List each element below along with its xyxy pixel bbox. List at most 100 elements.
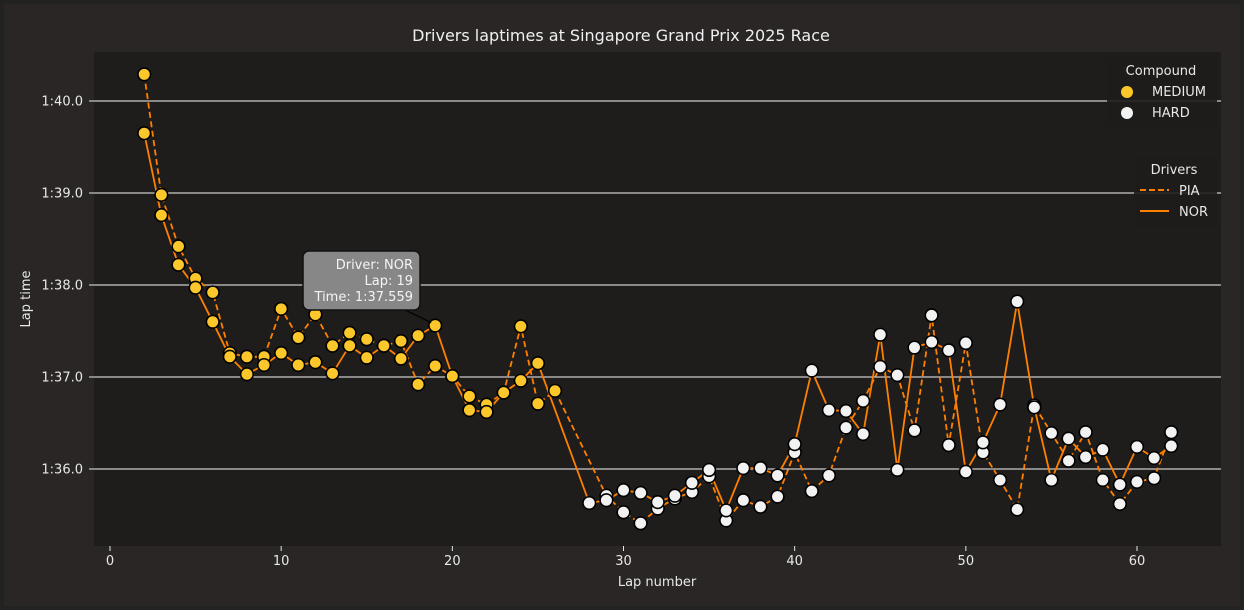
point-nor	[924, 334, 939, 350]
point-nor	[650, 495, 665, 510]
point-pia	[1164, 425, 1179, 440]
point-nor	[1112, 477, 1127, 492]
tooltip-pointer	[404, 309, 432, 324]
point-nor	[719, 503, 734, 518]
point-pia	[753, 499, 768, 514]
point-nor	[513, 373, 528, 388]
tooltip-driver: Driver: NOR	[336, 258, 413, 273]
point-pia	[513, 319, 528, 334]
x-tick-label: 40	[786, 554, 803, 569]
point-pia	[1147, 471, 1162, 486]
point-nor	[188, 280, 203, 295]
y-tick-label: 1:39.0	[41, 187, 83, 202]
tooltip-lap: Lap: 19	[364, 274, 413, 289]
point-nor	[1129, 439, 1145, 455]
point-pia	[890, 368, 905, 383]
y-tick-label: 1:40.0	[41, 95, 83, 110]
point-pia	[616, 505, 631, 520]
point-nor	[958, 464, 973, 479]
point-nor	[222, 349, 237, 364]
point-pia	[1078, 425, 1093, 440]
point-pia	[1010, 502, 1025, 517]
driver-legend-title: Drivers	[1151, 163, 1198, 178]
point-nor	[359, 350, 374, 365]
point-nor	[1164, 438, 1179, 454]
point-nor	[1147, 450, 1162, 466]
point-pia	[411, 377, 426, 392]
point-pia	[838, 420, 854, 435]
point-pia	[1044, 426, 1059, 441]
point-nor	[428, 318, 443, 333]
point-nor	[873, 327, 888, 342]
point-pia	[804, 483, 819, 499]
grid-lines	[94, 100, 1221, 470]
point-nor	[376, 338, 391, 353]
point-nor	[975, 435, 991, 450]
point-pia	[856, 393, 871, 409]
legend-hard-marker	[1121, 107, 1133, 119]
point-nor	[1027, 400, 1042, 415]
point-nor	[308, 355, 323, 370]
legend-pia-label: PIA	[1179, 184, 1200, 199]
point-pia	[736, 493, 751, 508]
point-nor	[393, 351, 409, 366]
point-nor	[239, 367, 255, 382]
point-pia	[924, 308, 939, 323]
y-tick-label: 1:38.0	[41, 279, 83, 294]
point-nor	[171, 257, 186, 272]
y-tick-label: 1:36.0	[41, 463, 83, 478]
point-nor	[787, 437, 802, 452]
point-nor	[753, 460, 768, 476]
x-axis: 0 10 20 30 40 50 60	[106, 546, 1145, 569]
point-pia	[462, 389, 477, 404]
y-axis-title: Lap time	[19, 271, 34, 328]
point-pia	[907, 423, 922, 438]
point-nor	[479, 404, 494, 420]
point-nor	[992, 397, 1008, 412]
point-nor	[667, 488, 682, 503]
point-pia	[958, 335, 973, 351]
point-nor	[1078, 449, 1093, 465]
point-nor	[342, 338, 357, 353]
point-pia	[530, 396, 546, 411]
point-pia	[274, 301, 289, 317]
point-nor	[256, 357, 272, 373]
point-pia	[291, 330, 306, 345]
plot-area	[94, 52, 1221, 546]
driver-legend-box	[1134, 157, 1217, 227]
point-nor	[530, 356, 546, 371]
point-pia	[1061, 453, 1076, 468]
point-pia	[821, 468, 837, 483]
y-tick-label: 1:37.0	[41, 371, 83, 386]
point-nor	[445, 368, 460, 384]
point-nor	[274, 345, 289, 361]
point-pia	[1095, 472, 1110, 488]
point-nor	[496, 385, 511, 400]
point-pia	[428, 358, 443, 374]
point-nor	[1044, 472, 1059, 488]
x-tick-label: 60	[1129, 554, 1146, 569]
point-nor	[890, 462, 905, 478]
point-nor	[582, 495, 597, 511]
point-pia	[547, 383, 563, 398]
point-pia	[342, 325, 357, 340]
point-pia	[770, 489, 785, 504]
point-pia	[205, 285, 220, 300]
x-tick-label: 20	[444, 554, 461, 569]
point-nor	[205, 314, 220, 329]
point-nor	[736, 460, 751, 476]
compound-legend-title: Compound	[1126, 64, 1197, 79]
point-nor	[1010, 294, 1025, 309]
point-nor	[1095, 442, 1110, 457]
hover-tooltip: Driver: NOR Lap: 19 Time: 1:37.559	[302, 250, 432, 324]
point-pia	[941, 437, 956, 453]
point-nor	[804, 363, 819, 378]
point-nor	[941, 343, 956, 358]
point-nor	[325, 366, 340, 381]
point-nor	[907, 340, 922, 355]
point-pia	[873, 359, 888, 374]
point-nor	[616, 483, 631, 498]
point-nor	[154, 207, 169, 223]
legend-nor-label: NOR	[1179, 205, 1208, 220]
